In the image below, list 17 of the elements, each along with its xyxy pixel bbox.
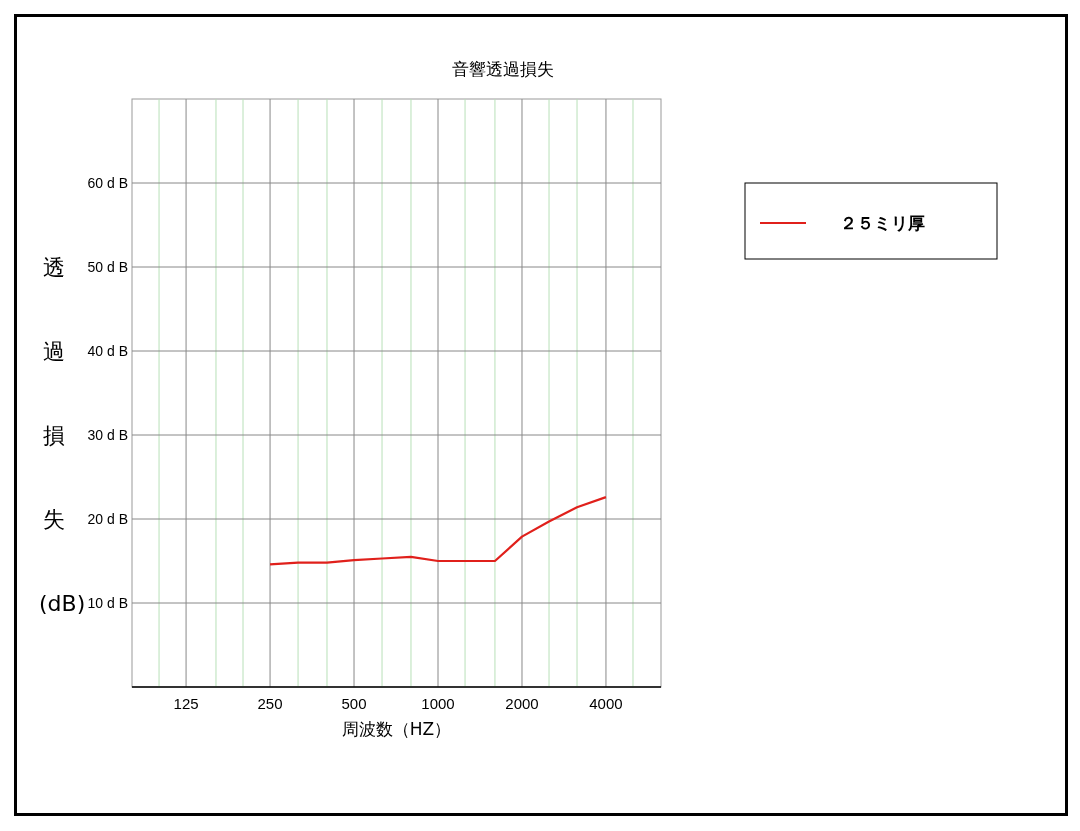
chart-title: 音響透過損失: [452, 59, 554, 79]
x-tick-label: 2000: [505, 695, 539, 712]
y-tick-label: 40 d B: [87, 343, 128, 359]
x-tick-label: 1000: [421, 695, 455, 712]
x-tick-label: 250: [257, 695, 283, 712]
x-tick-label: 500: [341, 695, 367, 712]
y-tick-label: 60 d B: [87, 175, 128, 191]
x-tick-label: 125: [173, 695, 199, 712]
legend-label: ２５ミリ厚: [840, 213, 925, 233]
text: 透過損失(dB): [39, 255, 86, 616]
x-tick-label: 4000: [589, 695, 623, 712]
x-axis-title: 周波数（HZ）: [341, 719, 452, 739]
y-tick-label: 30 d B: [87, 427, 128, 443]
y-tick-label: 20 d B: [87, 511, 128, 527]
y-tick-label: 10 d B: [87, 595, 128, 611]
y-tick-label: 50 d B: [87, 259, 128, 275]
line-series: [268, 496, 608, 566]
